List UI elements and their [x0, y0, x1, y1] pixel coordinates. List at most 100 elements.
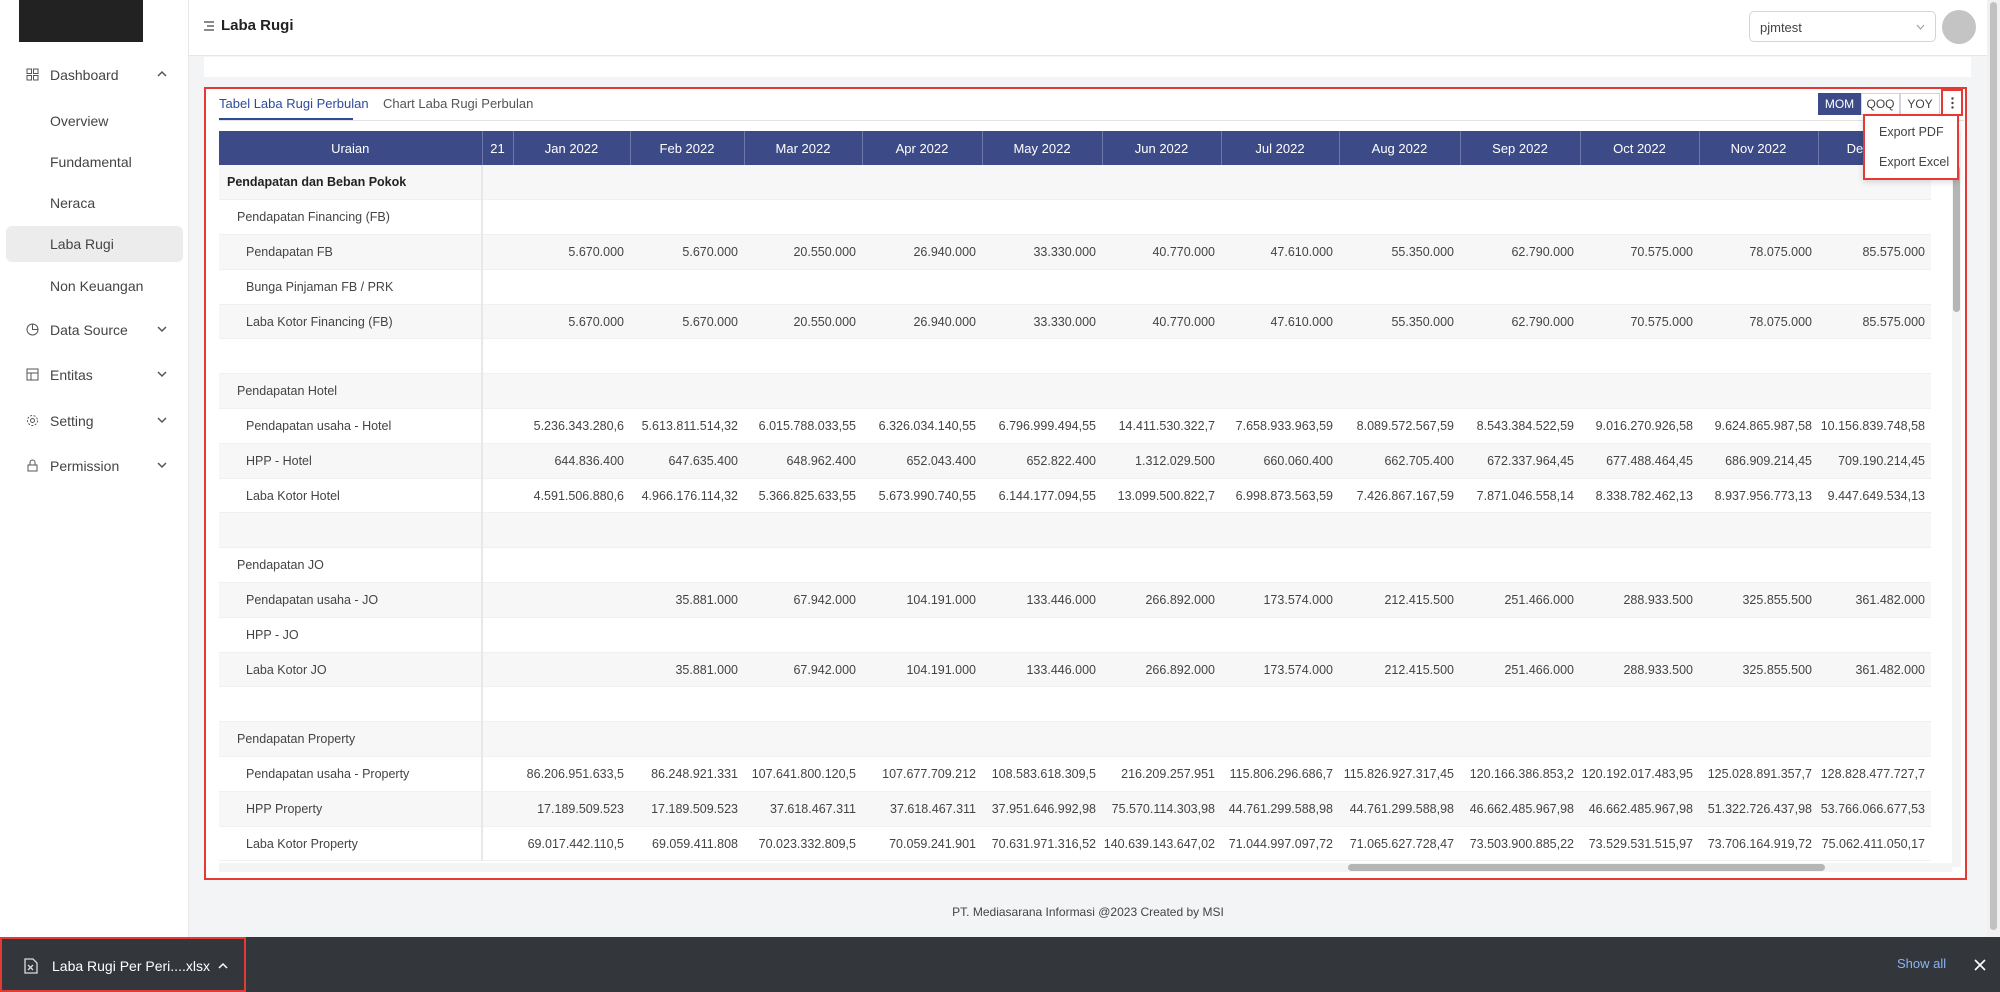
- menu-icon[interactable]: [204, 21, 214, 31]
- nav-fundamental[interactable]: Fundamental: [6, 144, 183, 180]
- nav-overview[interactable]: Overview: [6, 103, 183, 139]
- cell: [513, 686, 630, 723]
- cell: [1460, 338, 1580, 375]
- column-header: Jul 2022: [1221, 131, 1340, 165]
- cell: 120.166.386.853,2: [1460, 756, 1580, 792]
- close-button[interactable]: [1974, 959, 1986, 971]
- chevron: [157, 70, 167, 77]
- nav-data-source[interactable]: Data Source: [6, 312, 183, 348]
- cell: [862, 512, 982, 549]
- cell: 6.144.177.094,55: [982, 478, 1102, 514]
- cell: [482, 721, 513, 758]
- user-select[interactable]: pjmtest: [1749, 11, 1936, 42]
- h-scroll-thumb[interactable]: [1348, 864, 1825, 871]
- cell: [1818, 338, 1931, 375]
- cell: 70.575.000: [1580, 304, 1699, 340]
- nav-label: Setting: [50, 413, 94, 429]
- cell: [1580, 547, 1699, 584]
- nav-entitas[interactable]: Entitas: [6, 357, 183, 393]
- cell: [1221, 547, 1339, 584]
- cell: [1102, 269, 1221, 305]
- cell: [1460, 199, 1580, 236]
- period-button[interactable]: YOY: [1900, 93, 1940, 115]
- cell: [744, 721, 862, 758]
- cell: [744, 617, 862, 653]
- cell: 672.337.964,45: [1460, 443, 1580, 479]
- tab[interactable]: Tabel Laba Rugi Perbulan: [219, 96, 369, 111]
- cell: 17.189.509.523: [630, 791, 744, 827]
- cell: [1580, 686, 1699, 723]
- menu-item[interactable]: Export PDF: [1879, 125, 1944, 139]
- cell: [482, 512, 513, 549]
- cell: [1818, 199, 1931, 236]
- cell: 17.189.509.523: [513, 791, 630, 827]
- row-label: Pendapatan Financing (FB): [219, 199, 483, 236]
- cell: [1460, 721, 1580, 758]
- cell: 9.016.270.926,58: [1580, 408, 1699, 444]
- table-row: [219, 686, 1931, 723]
- menu-item[interactable]: Export Excel: [1879, 155, 1950, 169]
- nav-label: Non Keuangan: [50, 278, 144, 294]
- cell: 70.631.971.316,52: [982, 826, 1102, 862]
- cell: 5.366.825.633,55: [744, 478, 862, 514]
- cell: [862, 617, 982, 653]
- cell: 85.575.000: [1818, 304, 1931, 340]
- cell: [1699, 617, 1818, 653]
- user-name: pjmtest: [1760, 20, 1802, 35]
- nav-neraca[interactable]: Neraca: [6, 185, 183, 221]
- row-label: Pendapatan usaha - JO: [219, 582, 483, 618]
- nav-dashboard[interactable]: Dashboard: [6, 57, 183, 93]
- download-item[interactable]: Laba Rugi Per Peri....xlsx: [0, 937, 246, 992]
- period-button[interactable]: MOM: [1818, 93, 1861, 115]
- row-label: HPP - Hotel: [219, 443, 483, 479]
- tab[interactable]: Chart Laba Rugi Perbulan: [383, 96, 534, 111]
- cell: [1580, 165, 1699, 201]
- cell: [630, 721, 744, 758]
- page-scroll-thumb[interactable]: [1990, 2, 1997, 930]
- row-label: Pendapatan Hotel: [219, 373, 483, 410]
- chevron: [1916, 24, 1925, 30]
- table-row: HPP - JO: [219, 617, 1931, 653]
- cell: 70.023.332.809,5: [744, 826, 862, 862]
- column-header: Oct 2022: [1580, 131, 1700, 165]
- cell: [1699, 547, 1818, 584]
- cell: [744, 338, 862, 375]
- row-label: Bunga Pinjaman FB / PRK: [219, 269, 483, 305]
- cell: 51.322.726.437,98: [1699, 791, 1818, 827]
- show-all[interactable]: Show all: [1897, 956, 1947, 971]
- cell: [862, 165, 982, 201]
- cell: 47.610.000: [1221, 304, 1339, 340]
- cell: 662.705.400: [1339, 443, 1460, 479]
- table-container: Uraian 21 Jan 2022 Feb 2022 Mar 2022 Apr 2022…: [219, 131, 1952, 867]
- v-scroll-thumb[interactable]: [1953, 166, 1960, 312]
- nav-laba-rugi[interactable]: Laba Rugi: [6, 226, 183, 262]
- cell: [1339, 165, 1460, 201]
- cell: [630, 165, 744, 201]
- more-button[interactable]: [1941, 89, 1963, 116]
- avatar[interactable]: [1942, 10, 1976, 44]
- cell: [1339, 199, 1460, 236]
- cell: 6.015.788.033,55: [744, 408, 862, 444]
- cell: [482, 304, 513, 340]
- cell: 251.466.000: [1460, 582, 1580, 618]
- cell: [482, 478, 513, 514]
- column-header: 21: [482, 131, 514, 165]
- cell: 55.350.000: [1339, 234, 1460, 270]
- cell: [1699, 165, 1818, 201]
- nav-setting[interactable]: Setting: [6, 403, 183, 439]
- cell: 652.822.400: [982, 443, 1102, 479]
- cell: 128.828.477.727,7: [1818, 756, 1931, 792]
- period-button[interactable]: QOQ: [1861, 93, 1900, 115]
- icon: [27, 415, 38, 426]
- cell: [1818, 617, 1931, 653]
- cell: 104.191.000: [862, 582, 982, 618]
- column-header: Mar 2022: [744, 131, 863, 165]
- nav-label: Permission: [50, 458, 120, 474]
- cell: [482, 269, 513, 305]
- nav-permission[interactable]: Permission: [6, 448, 183, 484]
- nav-label: Neraca: [50, 195, 96, 211]
- column-header: Sep 2022: [1460, 131, 1581, 165]
- cell: 652.043.400: [862, 443, 982, 479]
- nav-non-keuangan[interactable]: Non Keuangan: [6, 268, 183, 304]
- cell: 125.028.891.357,7: [1699, 756, 1818, 792]
